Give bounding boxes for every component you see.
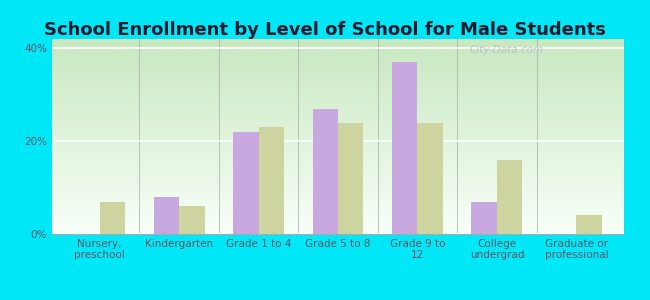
Bar: [338, 123, 363, 234]
Bar: [153, 197, 179, 234]
Bar: [179, 206, 205, 234]
Text: City-Data.com: City-Data.com: [469, 45, 543, 55]
Bar: [471, 202, 497, 234]
Bar: [577, 215, 602, 234]
Bar: [497, 160, 523, 234]
Bar: [99, 202, 125, 234]
Bar: [392, 62, 417, 234]
Text: School Enrollment by Level of School for Male Students: School Enrollment by Level of School for…: [44, 21, 606, 39]
Bar: [233, 132, 259, 234]
Bar: [417, 123, 443, 234]
Bar: [259, 127, 284, 234]
Bar: [313, 109, 338, 234]
